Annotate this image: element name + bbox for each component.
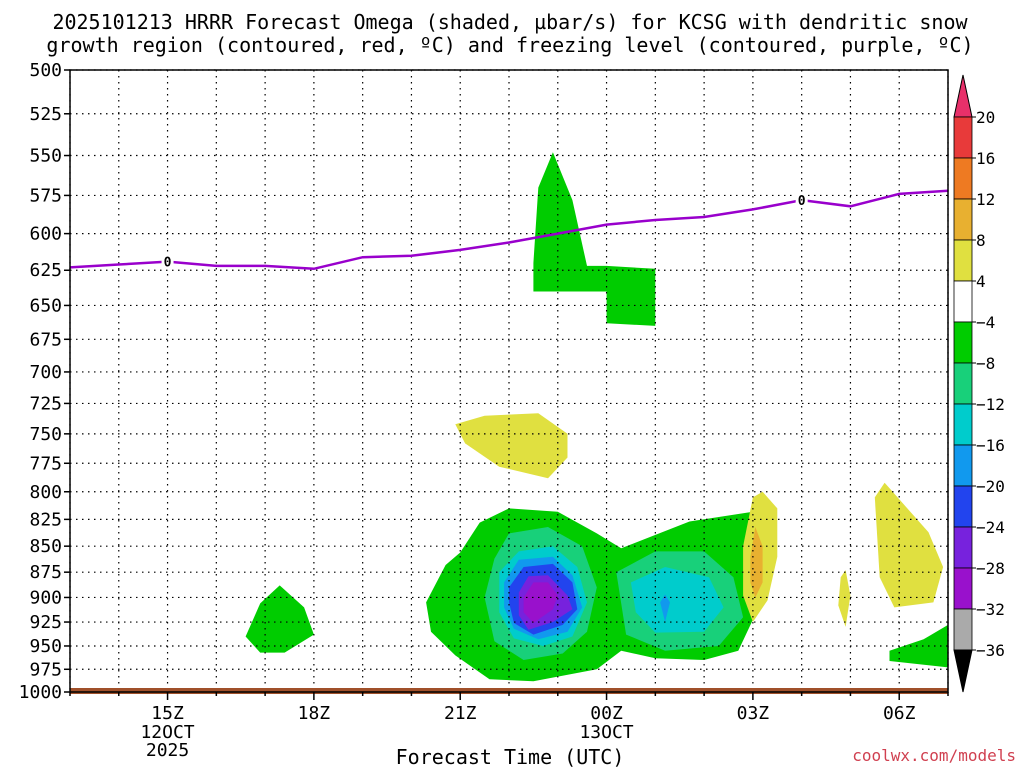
y-tick-label-13: 825 — [29, 509, 62, 530]
y-tick-label-0: 500 — [29, 60, 62, 81]
watermark-text: coolwx.com/models — [852, 746, 1016, 765]
colorbar-tick-label-9: −20 — [976, 477, 1005, 496]
chart-title-line-1: 2025101213 HRRR Forecast Omega (shaded, … — [52, 10, 968, 34]
y-tick-label-5: 625 — [29, 260, 62, 281]
y-tick-label-8: 700 — [29, 362, 62, 383]
y-tick-label-10: 750 — [29, 424, 62, 445]
x-tick-label-2: 21Z — [444, 703, 477, 724]
colorbar-top-triangle — [953, 74, 973, 118]
freezing-level-contour: 00 — [69, 189, 949, 271]
y-tick-label-16: 900 — [29, 587, 62, 608]
omega-region-12 — [660, 594, 670, 622]
omega-region-13 — [455, 413, 568, 479]
y-tick-label-3: 575 — [29, 185, 62, 206]
omega-region-17 — [874, 482, 944, 608]
omega-region-0 — [533, 152, 656, 326]
y-tick-label-18: 950 — [29, 636, 62, 657]
colorbar-tick-label-10: −24 — [976, 518, 1005, 537]
freezing-level-label-bg-1 — [795, 192, 808, 209]
y-tick-label-9: 725 — [29, 393, 62, 414]
x-tick-label-5: 06Z — [883, 703, 916, 724]
y-axis-labels: 500 525 550 575 600 625 650 675 700 725 750 775 800 8… — [19, 60, 70, 703]
surface-bar — [70, 688, 948, 694]
colorbar-tick-label-8: −16 — [976, 436, 1005, 455]
x-year-label-0: 2025 — [146, 740, 189, 761]
colorbar: 20 16 12 8 4 −4 −8 −12 −16 −20 −24 −28 −32 −36 — [953, 74, 1005, 693]
y-tick-label-6: 650 — [29, 295, 62, 316]
colorbar-box-1 — [953, 157, 973, 200]
colorbar-box-6 — [953, 362, 973, 405]
y-tick-label-14: 850 — [29, 536, 62, 557]
y-tick-label-19: 975 — [29, 659, 62, 680]
chart-title-line-2: growth region (contoured, red, ºC) and f… — [46, 33, 973, 57]
freezing-level-label-0: 0 — [164, 256, 172, 271]
colorbar-tick-label-13: −36 — [976, 641, 1005, 660]
omega-shaded-regions — [245, 152, 948, 682]
y-tick-label-4: 600 — [29, 224, 62, 245]
omega-region-3 — [889, 624, 948, 668]
colorbar-box-5 — [953, 321, 973, 364]
colorbar-box-4 — [953, 280, 973, 323]
colorbar-tick-label-6: −8 — [976, 354, 995, 373]
colorbar-box-8 — [953, 444, 973, 487]
x-tick-label-3: 00Z — [590, 703, 623, 724]
x-tick-label-4: 03Z — [737, 703, 770, 724]
y-tick-label-17: 925 — [29, 612, 62, 633]
omega-region-16 — [838, 570, 851, 627]
colorbar-box-2 — [953, 198, 973, 241]
x-axis-title: Forecast Time (UTC) — [396, 745, 625, 768]
y-tick-label-7: 675 — [29, 329, 62, 350]
colorbar-tick-label-12: −32 — [976, 600, 1005, 619]
y-tick-label-11: 775 — [29, 453, 62, 474]
colorbar-tick-label-7: −12 — [976, 395, 1005, 414]
freezing-level-label-1: 0 — [798, 194, 806, 209]
colorbar-box-9 — [953, 485, 973, 528]
y-tick-label-20: 1000 — [19, 682, 62, 703]
colorbar-tick-label-4: 4 — [976, 272, 986, 291]
omega-region-7 — [630, 567, 724, 633]
colorbar-box-0 — [953, 116, 973, 159]
colorbar-tick-label-3: 8 — [976, 231, 986, 250]
freezing-level-label-bg-0 — [161, 253, 174, 270]
colorbar-box-11 — [953, 567, 973, 610]
y-tick-label-1: 525 — [29, 104, 62, 125]
omega-region-11 — [523, 582, 558, 623]
colorbar-tick-label-0: 20 — [976, 108, 995, 127]
y-tick-label-15: 875 — [29, 562, 62, 583]
colorbar-bottom-triangle — [953, 649, 973, 693]
colorbar-tick-label-11: −28 — [976, 559, 1005, 578]
x-tick-label-0: 15Z — [151, 703, 184, 724]
colorbar-box-3 — [953, 239, 973, 282]
colorbar-tick-label-5: −4 — [976, 313, 995, 332]
colorbar-tick-label-1: 16 — [976, 149, 995, 168]
x-tick-label-1: 18Z — [298, 703, 331, 724]
y-tick-label-12: 800 — [29, 482, 62, 503]
colorbar-box-7 — [953, 403, 973, 446]
colorbar-tick-label-2: 12 — [976, 190, 995, 209]
y-tick-label-2: 550 — [29, 146, 62, 167]
x-date-label-0: 12OCT — [140, 722, 194, 743]
omega-region-1 — [245, 585, 314, 653]
colorbar-box-12 — [953, 608, 973, 651]
x-date-label-3: 13OCT — [579, 722, 633, 743]
colorbar-box-10 — [953, 526, 973, 569]
